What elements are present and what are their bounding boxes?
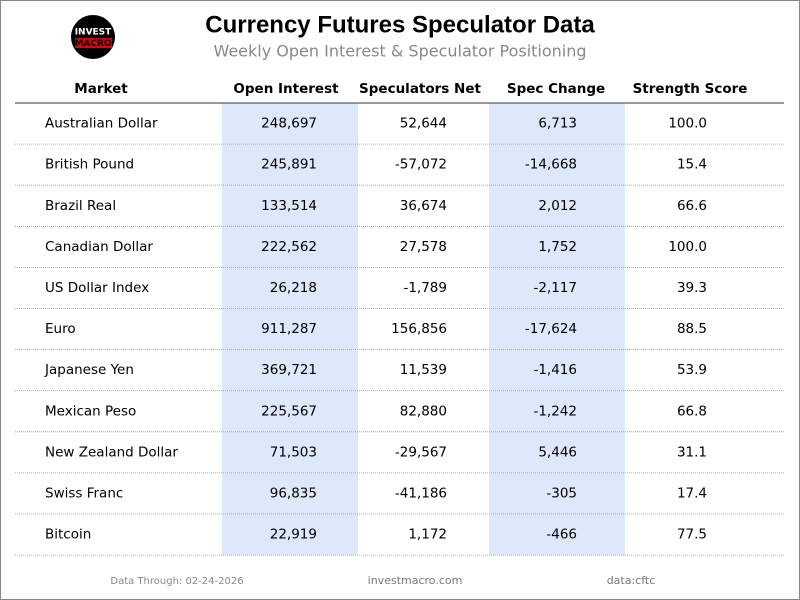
cell-value: 96,835 <box>270 485 317 501</box>
cell-value: 15.4 <box>677 157 707 173</box>
cell-value: 2,012 <box>538 198 577 214</box>
market-name: Japanese Yen <box>44 362 134 378</box>
market-name: US Dollar Index <box>45 280 149 296</box>
market-name: British Pound <box>45 157 134 173</box>
cell-value: 82,880 <box>400 403 447 419</box>
market-name: Canadian Dollar <box>45 239 153 255</box>
cell-value: 5,446 <box>538 444 577 460</box>
cell-value: 71,503 <box>270 444 317 460</box>
market-name: Brazil Real <box>45 198 116 214</box>
market-name: Swiss Franc <box>45 485 123 501</box>
cell-value: 11,539 <box>400 362 447 378</box>
cell-value: -2,117 <box>533 280 577 296</box>
cell-value: -29,567 <box>395 444 447 460</box>
cell-value: 100.0 <box>668 239 707 255</box>
cell-value: 222,562 <box>261 239 317 255</box>
cell-value: 156,856 <box>391 321 447 337</box>
cell-value: 27,578 <box>400 239 447 255</box>
title: Currency Futures Speculator Data <box>205 11 595 38</box>
logo-band <box>75 38 112 48</box>
market-name: Australian Dollar <box>45 116 158 132</box>
cell-value: -1,416 <box>533 362 577 378</box>
cell-value: 88.5 <box>677 321 707 337</box>
cell-value: 225,567 <box>261 403 317 419</box>
logo: INVEST MACRO <box>71 15 115 59</box>
cell-value: 53.9 <box>677 362 707 378</box>
cell-value: -17,624 <box>525 321 577 337</box>
cell-value: 369,721 <box>261 362 317 378</box>
cell-value: 66.8 <box>677 403 707 419</box>
cell-value: 77.5 <box>677 527 707 543</box>
cell-value: 31.1 <box>677 444 707 460</box>
cell-value: -57,072 <box>395 157 447 173</box>
column-header: Speculators Net <box>359 81 481 97</box>
cell-value: -1,242 <box>533 403 577 419</box>
cell-value: -466 <box>546 527 577 543</box>
logo-bottom: MACRO <box>74 39 111 49</box>
cell-value: 911,287 <box>261 321 317 337</box>
cell-value: 6,713 <box>538 116 577 132</box>
column-header: Spec Change <box>507 81 605 97</box>
cell-value: 245,891 <box>261 157 317 173</box>
cell-value: 36,674 <box>400 198 447 214</box>
cell-value: 66.6 <box>677 198 707 214</box>
table: Market Open Interest Speculators Net Spec C… <box>15 81 784 556</box>
footer-source: data:cftc <box>607 574 656 587</box>
cell-value: 39.3 <box>677 280 707 296</box>
column-band <box>489 103 625 556</box>
cell-value: -305 <box>546 485 577 501</box>
footer-date: Data Through: 02-24-2026 <box>110 576 243 587</box>
cell-value: 248,697 <box>261 116 317 132</box>
cell-value: 26,218 <box>270 280 317 296</box>
subtitle: Weekly Open Interest & Speculator Positi… <box>213 42 586 61</box>
cell-value: 22,919 <box>270 527 317 543</box>
column-header: Market <box>74 81 128 97</box>
logo-top: INVEST <box>75 28 112 38</box>
cell-value: 1,172 <box>408 527 447 543</box>
footer-site: investmacro.com <box>368 574 463 587</box>
market-name: Mexican Peso <box>45 403 136 419</box>
cell-value: -1,789 <box>403 280 447 296</box>
column-band <box>222 103 358 556</box>
cell-value: 17.4 <box>677 485 707 501</box>
market-name: Euro <box>45 321 76 337</box>
cell-value: 133,514 <box>261 198 317 214</box>
cell-value: 100.0 <box>668 116 707 132</box>
column-header: Strength Score <box>633 81 748 97</box>
cell-value: -41,186 <box>395 485 447 501</box>
column-header: Open Interest <box>233 81 339 97</box>
market-name: Bitcoin <box>45 527 91 543</box>
cell-value: -14,668 <box>525 157 577 173</box>
cell-value: 1,752 <box>538 239 577 255</box>
cell-value: 52,644 <box>400 116 447 132</box>
market-name: New Zealand Dollar <box>45 444 178 460</box>
